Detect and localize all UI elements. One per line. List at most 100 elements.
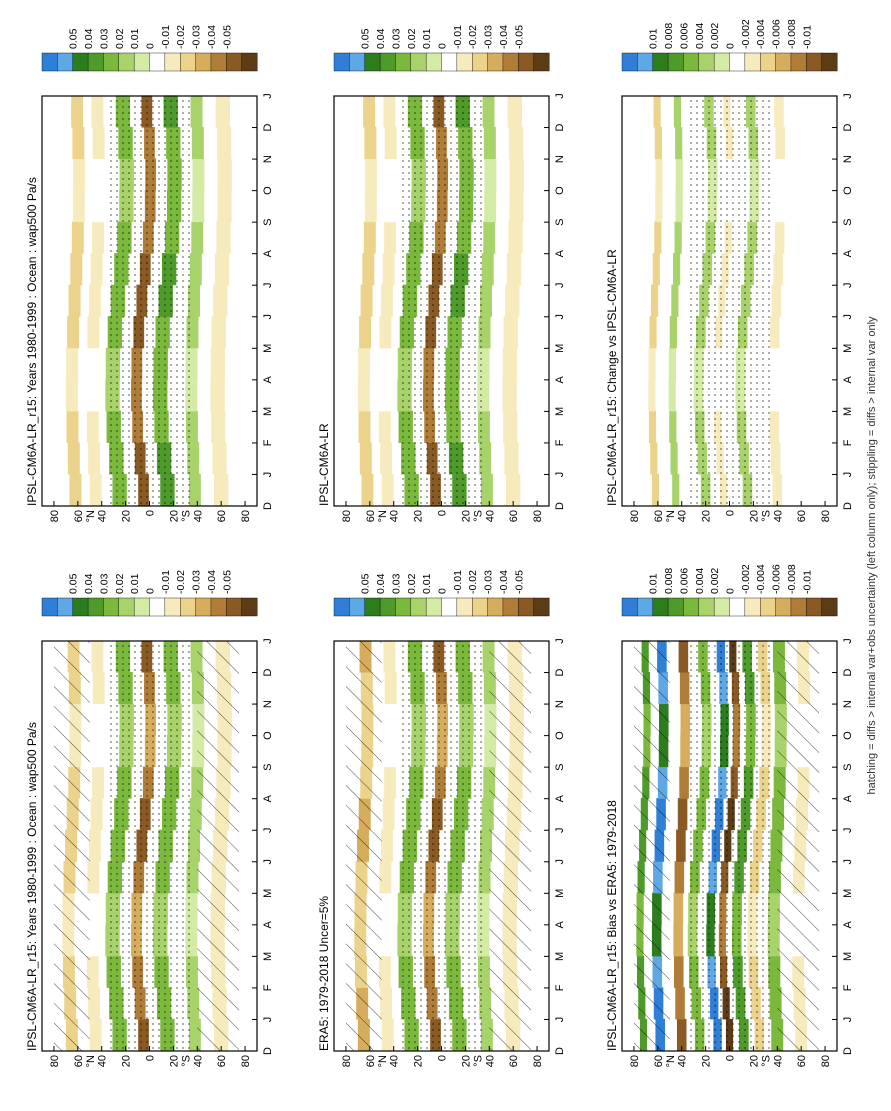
x-tick-label: D: [842, 502, 854, 510]
colorbar-cell: [133, 597, 151, 617]
heat-cell: [669, 410, 677, 443]
x-tick-label: N: [842, 700, 854, 708]
x-tick-label: A: [842, 794, 854, 802]
y-tick-label: 20: [413, 510, 425, 522]
heat-cell: [648, 347, 656, 380]
x-tick-label: A: [262, 376, 274, 384]
x-tick-label: J: [262, 638, 274, 644]
colorbar: 0.01 0.008 0.006 0.004 0.002 0 -0.002 -0.004 -0.…: [621, 19, 838, 72]
colorbar-cell: [621, 52, 638, 72]
x-tick-label: S: [262, 218, 274, 225]
heat-cell: [88, 284, 101, 317]
heat-cell: [90, 798, 103, 831]
heat-cell: [189, 253, 202, 286]
heat-cell: [384, 671, 397, 705]
heat-cell: [380, 442, 393, 475]
heat-cell: [378, 379, 391, 412]
y-tick-label: 0: [437, 510, 449, 516]
colorbar-label: 0.03: [98, 573, 110, 594]
heat-cell: [363, 95, 376, 128]
x-tick-label: J: [262, 314, 274, 320]
colorbar-cell: [395, 52, 412, 72]
colorbar-label: -0.002: [740, 19, 752, 49]
heat-cell: [674, 221, 682, 254]
x-tick-label: A: [262, 921, 274, 929]
x-tick-label: D: [262, 669, 274, 677]
colorbar-label: -0.006: [771, 564, 783, 594]
colorbar-cell: [652, 52, 669, 72]
y-tick-label: 40: [389, 1055, 401, 1067]
x-tick-label: D: [842, 1047, 854, 1055]
stippling-overlay: [687, 96, 772, 506]
heat-cell: [679, 671, 690, 705]
colorbar-cell: [425, 597, 443, 617]
y-tick-label: 80: [820, 510, 832, 522]
colorbar-label: 0.03: [390, 573, 402, 594]
heat-cell: [67, 442, 80, 475]
heat-cell: [93, 703, 106, 736]
y-tick-label: 40: [484, 510, 496, 522]
colorbar-cell: [637, 52, 654, 72]
x-tick-label: D: [842, 124, 854, 132]
y-tick-label: 40: [677, 1055, 689, 1067]
x-tick-label: O: [554, 731, 566, 740]
y-tick-label: 40: [97, 1055, 109, 1067]
x-tick-label: M: [842, 952, 854, 961]
colorbar-cell: [425, 52, 443, 72]
x-tick-label: J: [554, 314, 566, 320]
heat-cell: [93, 735, 106, 768]
colorbar-cell: [713, 52, 731, 72]
heat-cell: [364, 190, 377, 223]
heat-cell: [379, 861, 392, 894]
y-tick-label: 40: [772, 510, 784, 522]
x-tick-label: D: [554, 502, 566, 510]
y-tick-label: 80: [629, 1055, 641, 1067]
heat-cell: [71, 95, 84, 128]
x-tick-label: A: [554, 794, 566, 802]
x-tick-label: O: [842, 731, 854, 740]
colorbar-label: 0.02: [406, 573, 418, 594]
x-tick-label: D: [554, 669, 566, 677]
heat-cell: [68, 284, 81, 317]
y-tick-label: 80: [820, 1055, 832, 1067]
heat-cell: [508, 126, 524, 160]
colorbar-cell: [149, 597, 166, 617]
colorbar-cell: [729, 52, 746, 72]
colorbar-cell: [180, 52, 197, 72]
heat-cell: [680, 703, 691, 736]
heat-cell: [86, 955, 99, 988]
colorbar-label: -0.004: [755, 19, 767, 49]
hatching-overlay: [345, 641, 382, 1051]
colorbar-label: -0.008: [786, 564, 798, 594]
heat-cell: [654, 221, 662, 254]
colorbar-label: 0.01: [648, 573, 660, 594]
y-tick-label: 20: [748, 510, 760, 522]
heat-cell: [212, 442, 227, 475]
heat-cell: [668, 347, 676, 380]
colorbar-label: 0.03: [390, 28, 402, 49]
heat-cell: [670, 442, 678, 475]
heat-cell: [483, 221, 496, 254]
heat-cell: [652, 253, 660, 286]
hemisphere-label-south: °S: [180, 510, 192, 522]
colorbar-cell: [210, 597, 227, 617]
heat-cell: [357, 379, 370, 412]
colorbar-label: 0.01: [129, 28, 141, 49]
colorbar-label: -0.04: [206, 570, 218, 594]
colorbar-cell: [103, 52, 120, 72]
x-tick-label: D: [262, 124, 274, 132]
heat-cell: [483, 126, 496, 160]
y-tick-label: 60: [653, 510, 665, 522]
x-tick-label: A: [554, 249, 566, 257]
y-tick-label: 60: [796, 1055, 808, 1067]
colorbar-cell: [775, 52, 792, 72]
colorbar: 0.05 0.04 0.03 0.02 0.01 0 -0.01 -0.02 -0.03 -0.0…: [41, 570, 258, 617]
colorbar-cell: [683, 597, 700, 617]
colorbar-cell: [441, 52, 458, 72]
x-tick-label: N: [554, 700, 566, 708]
colorbar-label: 0: [725, 43, 737, 49]
heat-cell: [676, 829, 686, 862]
heat-cell: [775, 190, 786, 223]
colorbar-cell: [395, 597, 412, 617]
heat-cell: [361, 473, 374, 506]
